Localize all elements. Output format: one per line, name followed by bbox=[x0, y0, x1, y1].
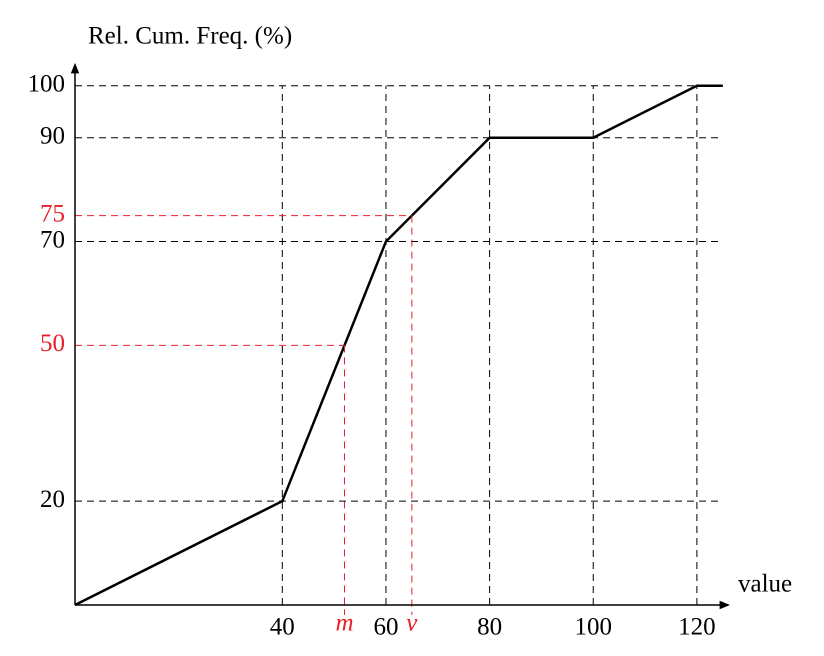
y-tick-label: 70 bbox=[40, 226, 65, 253]
marker-y-label: 50 bbox=[40, 330, 65, 357]
x-tick-label: 100 bbox=[575, 614, 613, 641]
y-axis-title: Rel. Cum. Freq. (%) bbox=[88, 23, 292, 50]
x-tick-label: 120 bbox=[678, 614, 716, 641]
x-axis-title: value bbox=[738, 571, 792, 598]
ogive-line bbox=[74, 84, 723, 607]
marker-x-label: v bbox=[406, 610, 418, 637]
y-tick-label: 20 bbox=[40, 486, 65, 513]
x-tick-label: 80 bbox=[477, 614, 502, 641]
x-tick-label: 60 bbox=[373, 614, 398, 641]
x-tick-label: 40 bbox=[270, 614, 295, 641]
marker-x-label: m bbox=[335, 610, 353, 637]
y-tick-label: 90 bbox=[40, 122, 65, 149]
marker-y-label: 75 bbox=[40, 200, 65, 227]
y-tick-label: 100 bbox=[28, 71, 66, 98]
